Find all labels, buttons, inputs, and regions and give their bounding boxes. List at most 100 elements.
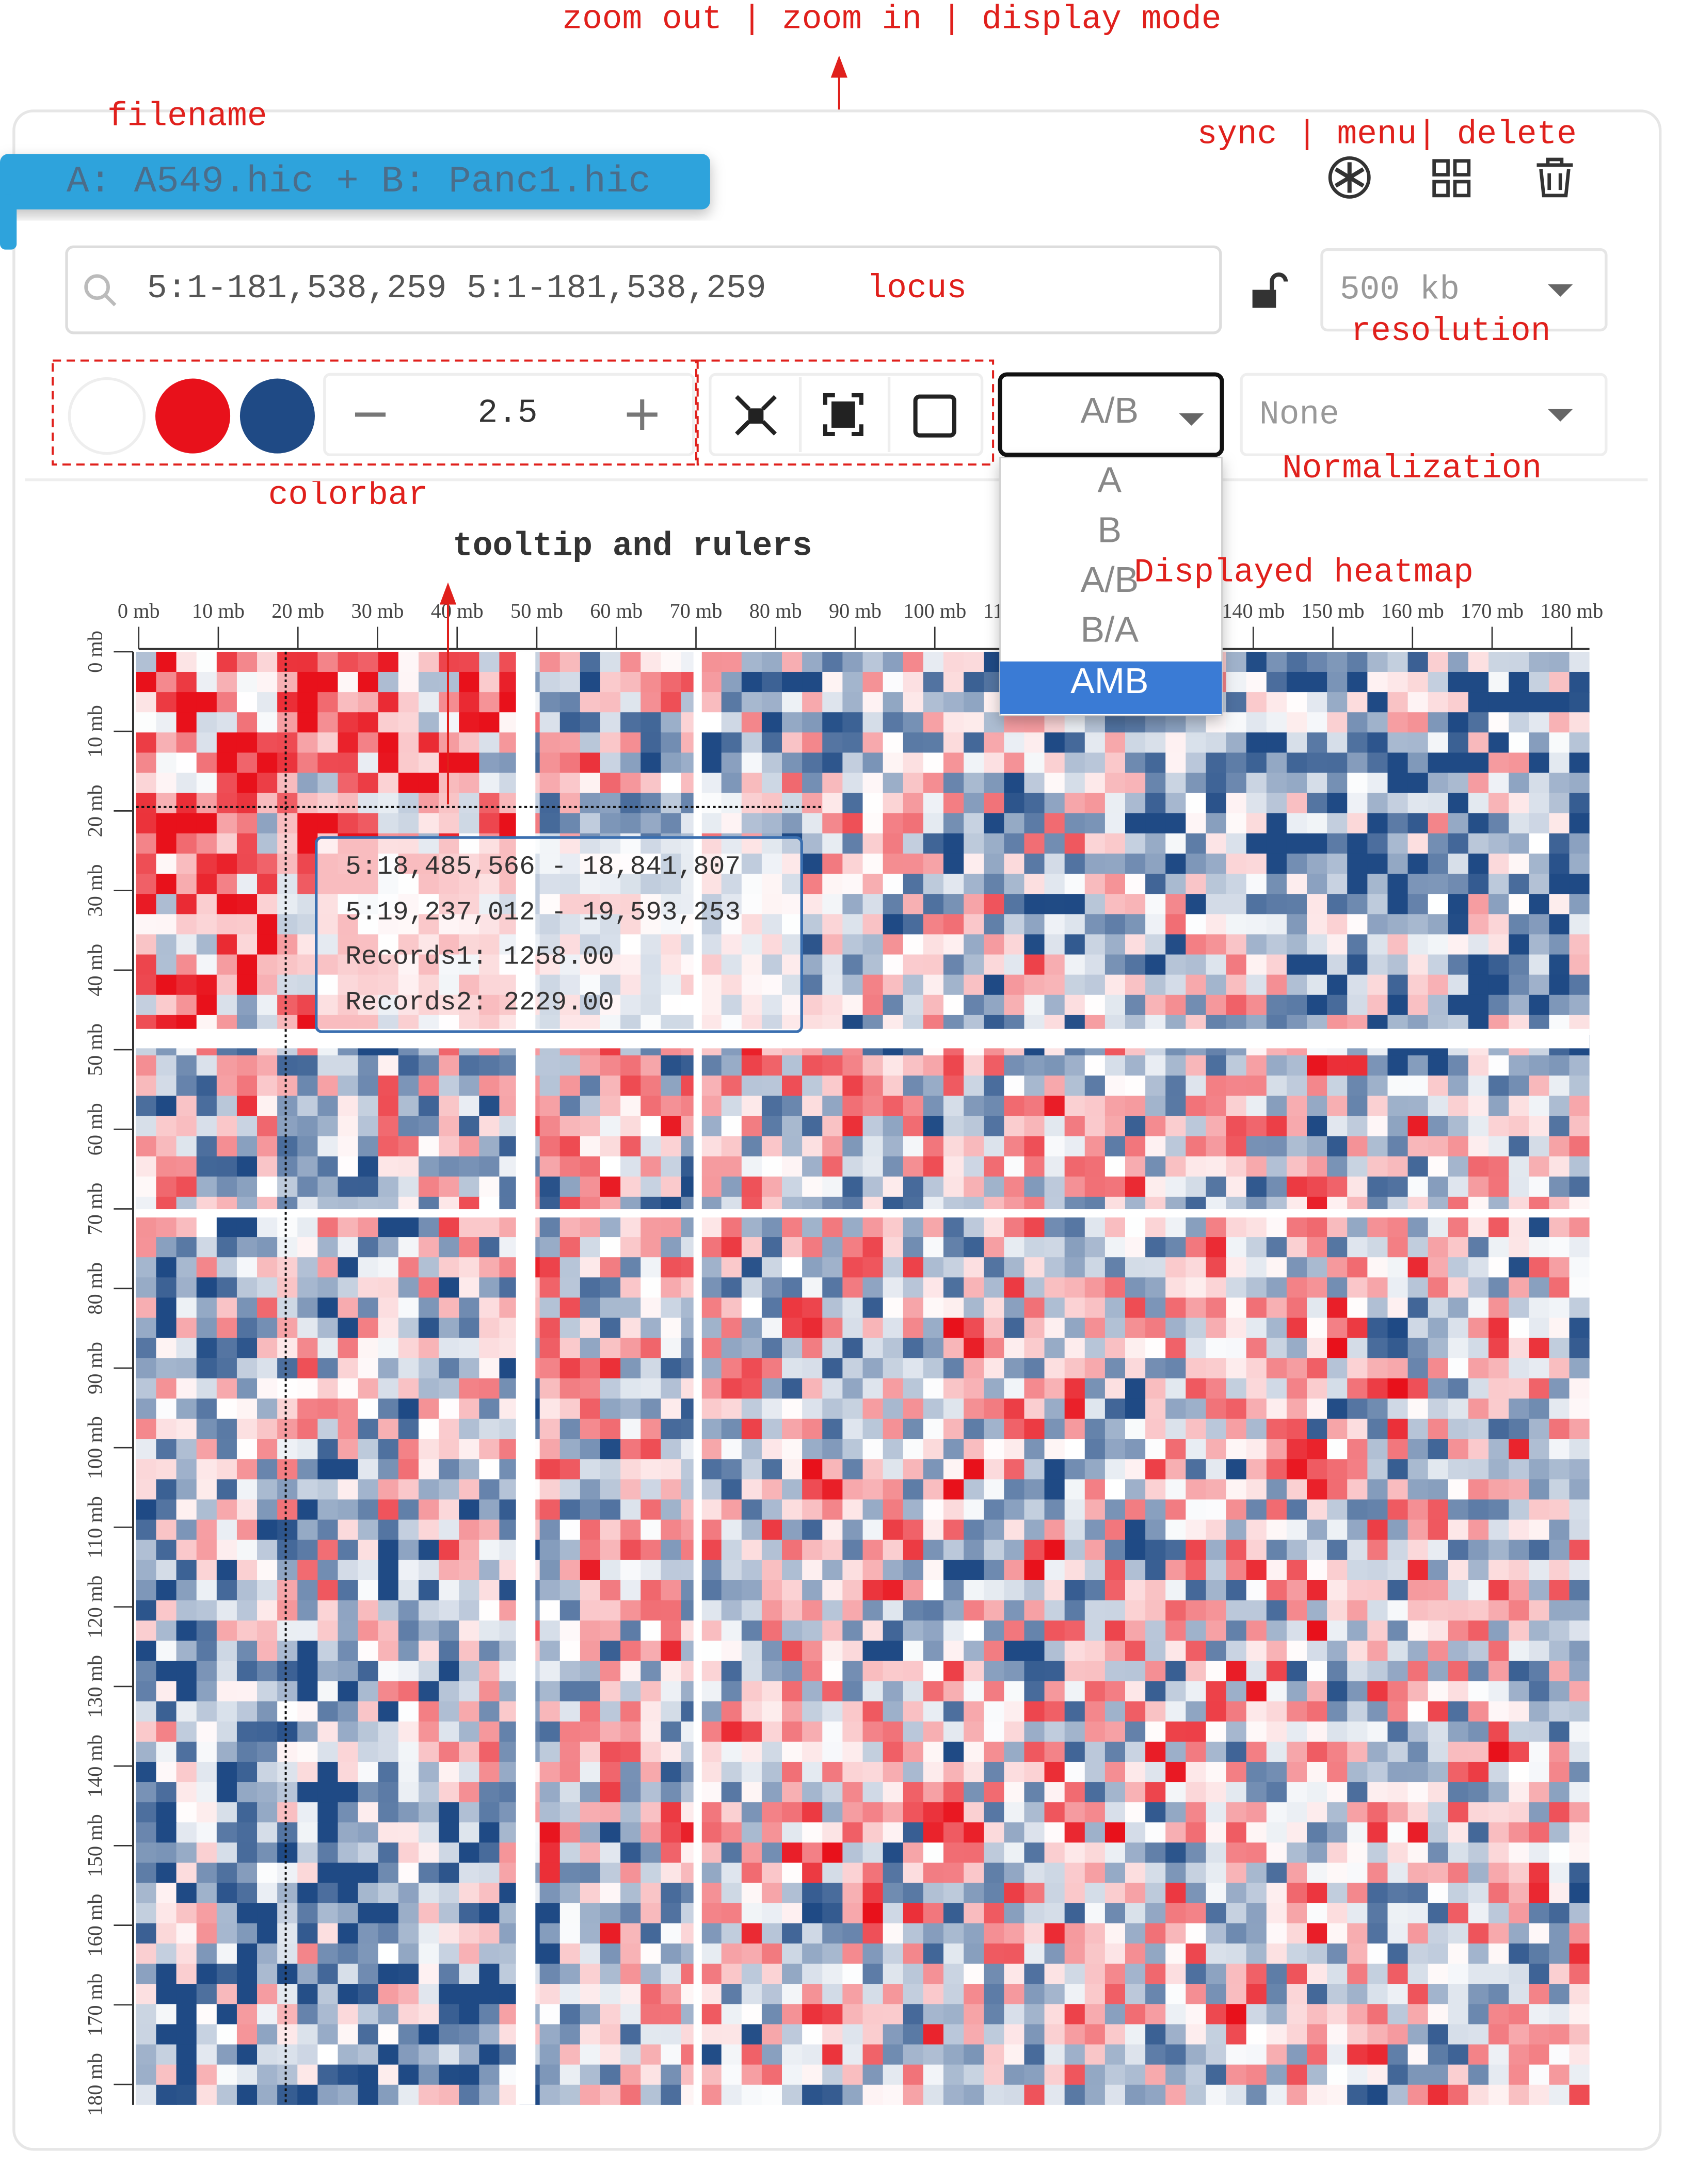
increase-button[interactable]	[627, 399, 658, 430]
heatmap-cell	[459, 1539, 480, 1561]
filename-bar-tab	[0, 194, 17, 250]
heatmap-cell	[156, 1096, 177, 1117]
heatmap-cell	[661, 1701, 682, 1723]
heatmap-cell	[741, 1883, 763, 1904]
heatmap-cell	[439, 2004, 460, 2025]
heatmap-cell	[1246, 954, 1268, 975]
heatmap-cell	[196, 1398, 218, 1420]
sync-button[interactable]	[1328, 156, 1371, 199]
heatmap-cell	[1286, 1216, 1308, 1238]
lock-button[interactable]	[1252, 272, 1288, 308]
heatmap-cell	[943, 1156, 965, 1178]
heatmap-cell	[580, 2004, 601, 2025]
heatmap-cell	[539, 1439, 561, 1460]
heatmap-cell	[1407, 1923, 1429, 1945]
heatmap-cell	[984, 1620, 1005, 1642]
heatmap-cell	[802, 1964, 823, 1985]
heatmap-cell	[1569, 1358, 1590, 1379]
heatmap-cell	[1165, 1216, 1187, 1238]
heatmap-cell	[136, 1560, 157, 1581]
display-mode-button[interactable]	[913, 394, 956, 438]
heatmap-cell	[1226, 1721, 1247, 1743]
locus-input[interactable]	[65, 245, 1222, 334]
resolution-select[interactable]	[1320, 248, 1608, 332]
heatmap-cell	[822, 732, 843, 753]
heatmap-cell	[701, 712, 723, 733]
negative-color[interactable]	[239, 378, 315, 454]
heatmap-cell	[1387, 1964, 1408, 1985]
heatmap-cell	[1468, 793, 1490, 814]
display-mode-select[interactable]	[998, 372, 1224, 457]
heatmap-cell	[539, 1055, 561, 1077]
heatmap-cell	[1024, 1075, 1045, 1097]
heatmap-cell	[1004, 1459, 1025, 1480]
heatmap-cell	[1367, 1499, 1388, 1520]
heatmap-cell	[1125, 1741, 1146, 1763]
heatmap-cell	[539, 1075, 561, 1097]
heatmap-cell	[1145, 1943, 1166, 1965]
heatmap-cell	[378, 1439, 399, 1460]
heatmap-cell	[176, 2024, 198, 2045]
heatmap-cell	[600, 1782, 621, 1803]
zoom-in-button[interactable]	[823, 393, 863, 437]
heatmap-cell	[822, 1358, 843, 1379]
heatmap-cell	[600, 732, 621, 753]
background-color[interactable]	[68, 377, 146, 455]
heatmap-cell	[277, 651, 298, 673]
heatmap-cell	[559, 692, 581, 713]
heatmap-cell	[378, 1277, 399, 1298]
heatmap-cell	[1428, 914, 1449, 935]
heatmap-cell	[1084, 1257, 1106, 1278]
heatmap-cell	[1145, 1620, 1166, 1642]
heatmap-cell	[620, 671, 642, 693]
heatmap-cell	[459, 1237, 480, 1258]
heatmap-cell	[661, 1419, 682, 1440]
heatmap-cell	[378, 692, 399, 713]
heatmap-cell	[539, 1419, 561, 1440]
heatmap-cell	[883, 1519, 904, 1541]
normalization-select[interactable]	[1240, 373, 1608, 457]
heatmap-cell	[156, 651, 177, 673]
heatmap-cell	[196, 1842, 218, 1864]
heatmap-cell	[580, 1883, 601, 1904]
heatmap-cell	[1367, 1761, 1388, 1783]
heatmap-cell	[1367, 752, 1388, 774]
heatmap-cell	[701, 1277, 723, 1298]
heatmap-cell	[1226, 793, 1247, 814]
heatmap-cell	[842, 1782, 863, 1803]
heatmap-cell	[559, 1116, 581, 1137]
heatmap-cell	[1448, 914, 1469, 935]
menu-button[interactable]	[1432, 159, 1471, 198]
heatmap-cell	[1064, 1277, 1086, 1298]
positive-color[interactable]	[155, 378, 231, 454]
heatmap-cell	[1044, 934, 1065, 955]
delete-button[interactable]	[1536, 157, 1573, 198]
heatmap-cell	[1044, 1560, 1065, 1581]
heatmap-cell	[358, 1984, 379, 2005]
heatmap-cell	[1407, 1782, 1429, 1803]
heatmap-cell	[1125, 1378, 1146, 1400]
heatmap-cell	[1024, 1539, 1045, 1561]
heatmap-cell	[1549, 1075, 1570, 1097]
zoom-out-button[interactable]	[735, 395, 777, 436]
heatmap-cell	[1307, 1681, 1328, 1702]
heatmap-cell	[1367, 671, 1388, 693]
heatmap-cell	[1529, 1156, 1550, 1178]
heatmap-cell	[277, 1862, 298, 1884]
heatmap-cell	[1226, 1499, 1247, 1520]
heatmap-cell	[943, 1560, 965, 1581]
heatmap-cell	[257, 1620, 278, 1642]
heatmap-cell	[1125, 994, 1146, 1016]
heatmap-cell	[1226, 671, 1247, 693]
heatmap-cell	[903, 773, 924, 794]
heatmap-cell	[1165, 1883, 1187, 1904]
heatmap-cell	[903, 1842, 924, 1864]
heatmap-cell	[1347, 671, 1368, 693]
heatmap-cell	[479, 2024, 500, 2045]
heatmap-cell	[257, 1075, 278, 1097]
heatmap-cell	[1468, 692, 1490, 713]
heatmap-cell	[923, 2024, 944, 2045]
heatmap-cell	[1569, 773, 1590, 794]
heatmap-cell	[1549, 813, 1570, 834]
heatmap-cell	[1064, 1499, 1086, 1520]
